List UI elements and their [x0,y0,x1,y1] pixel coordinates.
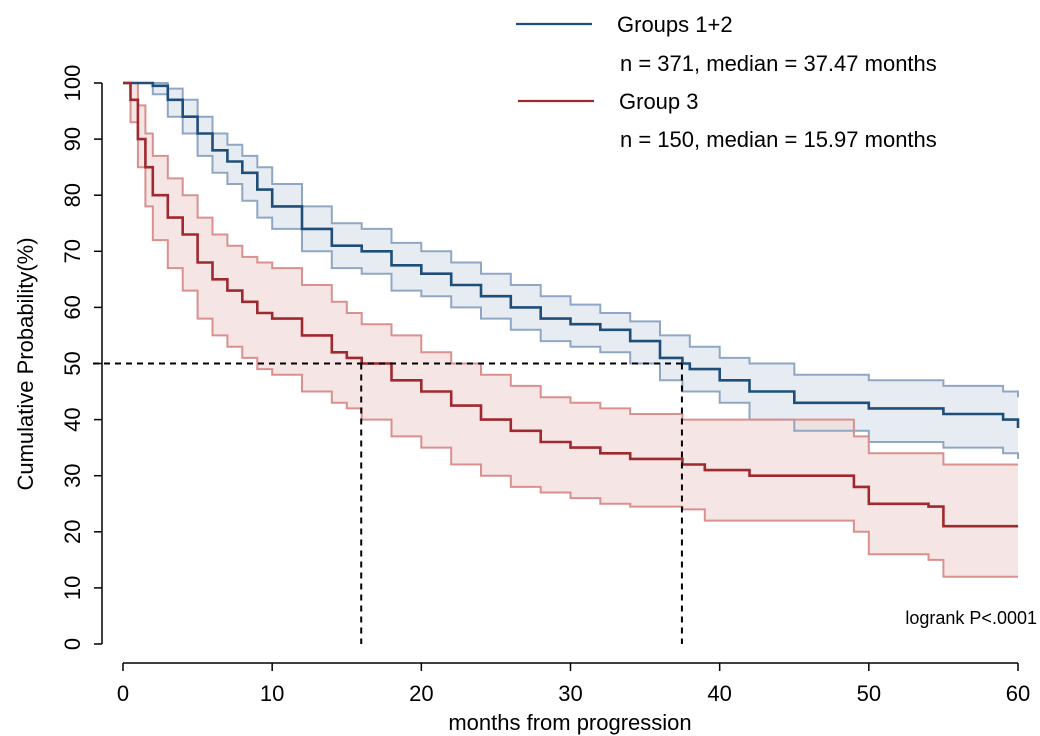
median-reference-lines [93,362,683,644]
upper-ci-line-groups-1-2 [123,82,1019,398]
y-tick-label: 20 [60,520,85,544]
legend-label-group-3: Group 3 [619,89,699,114]
x-axis-title: months from progression [448,710,691,735]
y-tick-label: 80 [60,183,85,207]
lower-ci-line-groups-1-2 [123,82,1019,459]
y-tick-label: 0 [60,638,85,650]
y-tick-label: 90 [60,127,85,151]
x-tick-label: 50 [857,681,881,706]
logrank-annotation: logrank P<.0001 [905,608,1037,628]
y-tick-label: 100 [60,65,85,102]
legend-detail-group-3: n = 150, median = 15.97 months [620,127,937,152]
x-tick-label: 30 [558,681,582,706]
y-tick-label: 40 [60,407,85,431]
y-tick-label: 60 [60,295,85,319]
x-tick-label: 40 [707,681,731,706]
x-tick-label: 10 [260,681,284,706]
y-tick-label: 30 [60,463,85,487]
y-axis-title: Cumulative Probability(%) [13,237,38,490]
x-tick-label: 60 [1006,681,1030,706]
upper-ci-line-group-3 [123,82,1018,466]
y-axis-ticks: 0 10 20 30 40 50 60 70 80 90 100 [60,65,102,650]
legend-detail-groups-1-2: n = 371, median = 37.47 months [620,51,937,76]
confidence-band-group-3 [123,83,1018,577]
confidence-band-edges [123,82,1019,578]
x-axis-ticks: 0 10 20 30 40 50 60 [117,663,1030,706]
y-tick-label: 70 [60,239,85,263]
legend: Groups 1+2 n = 371, median = 37.47 month… [516,12,937,152]
legend-label-groups-1-2: Groups 1+2 [617,12,733,37]
y-tick-label: 10 [60,576,85,600]
x-tick-label: 0 [117,681,129,706]
survival-curve-groups-1-2 [123,81,1020,428]
lower-ci-line-group-3 [123,82,1018,578]
x-tick-label: 20 [409,681,433,706]
y-tick-label: 50 [60,351,85,375]
